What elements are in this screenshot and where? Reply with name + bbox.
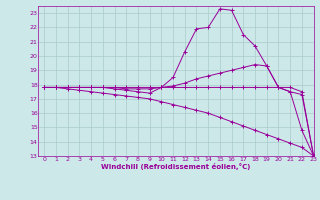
X-axis label: Windchill (Refroidissement éolien,°C): Windchill (Refroidissement éolien,°C) — [101, 163, 251, 170]
